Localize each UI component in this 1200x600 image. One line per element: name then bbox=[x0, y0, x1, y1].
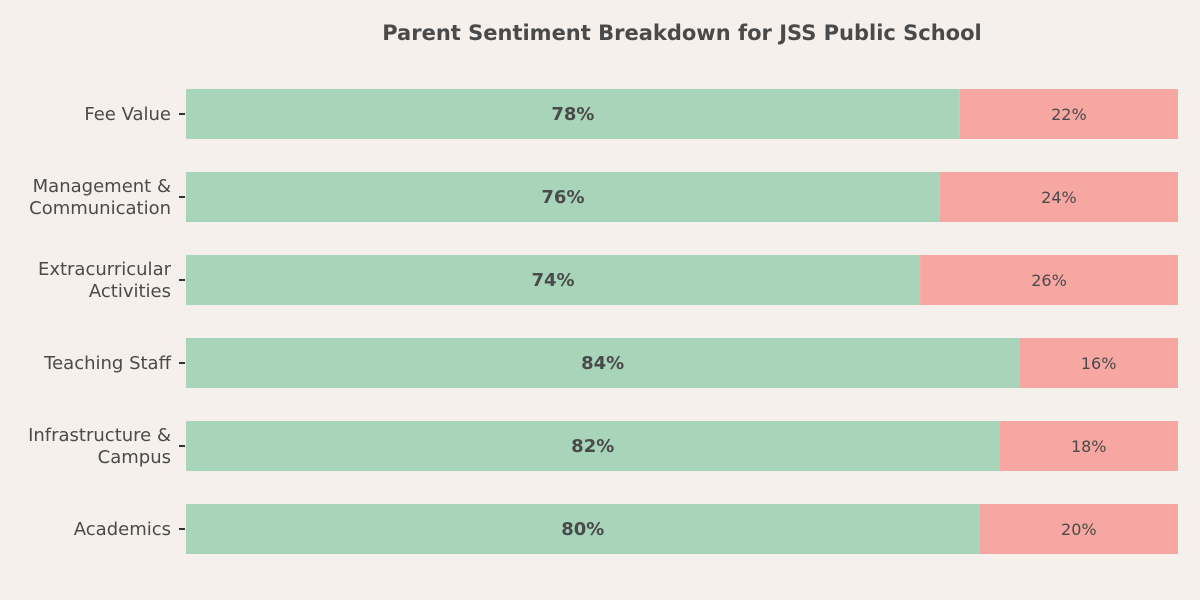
category-label-line: Academics bbox=[74, 519, 171, 540]
positive-bar-5 bbox=[186, 89, 960, 139]
chart-title: Parent Sentiment Breakdown for JSS Publi… bbox=[382, 21, 982, 45]
negative-value-label-3: 26% bbox=[1031, 271, 1067, 290]
category-label-line: Infrastructure & bbox=[28, 425, 171, 446]
category-label-line: Campus bbox=[98, 447, 171, 468]
negative-bar-2 bbox=[1019, 338, 1178, 388]
category-label-2: Teaching Staff bbox=[43, 353, 171, 374]
category-label-3: Extracurricular Activities bbox=[38, 259, 172, 302]
positive-value-label-1: 82% bbox=[571, 436, 614, 457]
positive-value-label-4: 76% bbox=[541, 187, 584, 208]
negative-bar-1 bbox=[999, 421, 1178, 471]
category-label-line: Extracurricular bbox=[38, 259, 172, 280]
category-label-line: Fee Value bbox=[84, 104, 171, 125]
positive-value-label-5: 78% bbox=[551, 104, 594, 125]
negative-value-label-0: 20% bbox=[1061, 520, 1097, 539]
positive-value-label-0: 80% bbox=[561, 519, 604, 540]
negative-value-label-4: 24% bbox=[1041, 188, 1077, 207]
negative-bar-5 bbox=[959, 89, 1178, 139]
negative-bar-4 bbox=[939, 172, 1178, 222]
category-label-0: Academics bbox=[74, 519, 171, 540]
category-label-4: Management & Communication bbox=[29, 176, 171, 219]
positive-bar-2 bbox=[186, 338, 1020, 388]
category-label-line: Activities bbox=[89, 281, 171, 302]
positive-value-label-3: 74% bbox=[531, 270, 574, 291]
positive-bar-3 bbox=[186, 255, 921, 305]
negative-value-label-5: 22% bbox=[1051, 105, 1087, 124]
negative-value-label-2: 16% bbox=[1081, 354, 1117, 373]
negative-bar-0 bbox=[979, 504, 1178, 554]
negative-bar-3 bbox=[920, 255, 1178, 305]
negative-value-label-1: 18% bbox=[1071, 437, 1107, 456]
positive-bar-4 bbox=[186, 172, 940, 222]
positive-bar-0 bbox=[186, 504, 980, 554]
category-label-line: Communication bbox=[29, 198, 171, 219]
labels-layer: 80% 20% Academics 82% 18% Infrastructure & Cam… bbox=[28, 104, 1116, 540]
category-label-1: Infrastructure & Campus bbox=[28, 425, 171, 468]
positive-value-label-2: 84% bbox=[581, 353, 624, 374]
category-label-line: Teaching Staff bbox=[43, 353, 171, 374]
category-label-line: Management & bbox=[33, 176, 171, 197]
positive-bar-1 bbox=[186, 421, 1000, 471]
bars-layer bbox=[179, 89, 1178, 554]
category-label-5: Fee Value bbox=[84, 104, 171, 125]
